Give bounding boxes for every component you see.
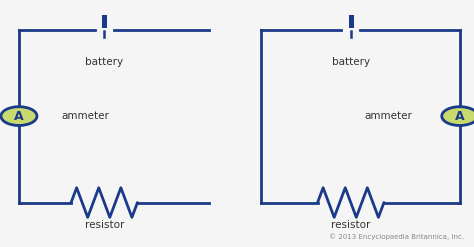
- Text: resistor: resistor: [331, 220, 371, 230]
- Circle shape: [1, 107, 37, 125]
- Text: A: A: [14, 110, 24, 123]
- Text: resistor: resistor: [84, 220, 124, 230]
- Text: ammeter: ammeter: [62, 111, 109, 121]
- Text: battery: battery: [85, 57, 123, 67]
- Text: © 2013 Encyclopaedia Britannica, Inc.: © 2013 Encyclopaedia Britannica, Inc.: [329, 233, 465, 240]
- Text: A: A: [455, 110, 465, 123]
- Text: battery: battery: [332, 57, 370, 67]
- Text: ammeter: ammeter: [365, 111, 412, 121]
- Circle shape: [442, 107, 474, 125]
